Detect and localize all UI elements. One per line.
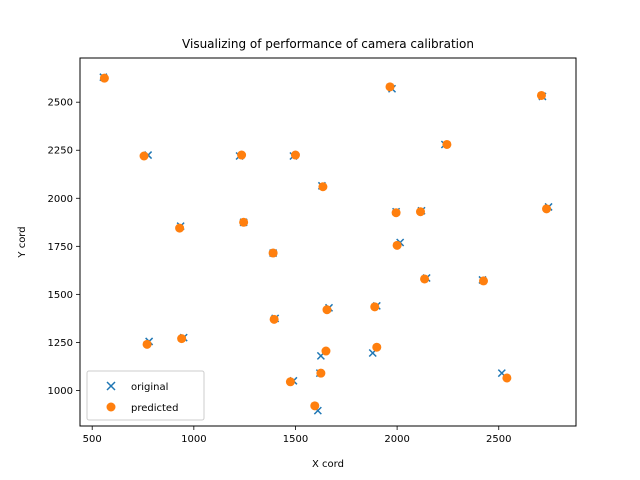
y-tick-label: 1250 [48,338,73,349]
predicted-point [322,305,332,315]
x-tick-label: 1500 [283,434,308,445]
predicted-point [392,240,402,250]
predicted-point [321,346,331,356]
y-tick-label: 2500 [48,98,73,109]
x-tick-label: 500 [83,434,102,445]
predicted-point [310,401,320,411]
legend-marker-original [106,381,116,391]
y-tick-label: 1500 [48,290,73,301]
legend-label-predicted: predicted [131,403,178,414]
predicted-point [385,82,395,92]
predicted-point [318,182,328,192]
predicted-point [442,139,452,149]
x-tick-label: 1000 [181,434,206,445]
predicted-point [372,342,382,352]
predicted-point [139,151,149,161]
chart-title: Visualizing of performance of camera cal… [182,37,474,51]
y-axis: 1000 1250 1500 1750 2000 2250 2500 [48,98,80,397]
predicted-point [239,217,249,227]
predicted-point [177,334,187,344]
legend: original predicted [86,370,205,421]
y-tick-label: 1000 [48,386,73,397]
plot-frame [79,57,577,427]
predicted-point [536,90,546,100]
predicted-point [269,314,279,324]
predicted-point [142,339,152,349]
predicted-point [268,248,278,258]
predicted-point [479,276,489,286]
x-tick-label: 2500 [486,434,511,445]
plot-area [99,73,553,415]
legend-box [86,370,205,421]
y-axis-label: Y cord [17,226,28,258]
y-tick-label: 1750 [48,242,73,253]
predicted-point [237,150,247,160]
predicted-point [99,73,109,83]
predicted-point [391,208,401,218]
predicted-point [542,204,552,214]
x-axis-label: X cord [312,459,344,470]
legend-label-original: original [131,382,168,393]
y-tick-label: 2000 [48,194,73,205]
predicted-point [316,368,326,378]
legend-marker-predicted [106,402,116,412]
predicted-point [415,207,425,217]
x-axis: 500 1000 1500 2000 2500 [83,426,511,445]
predicted-point [290,150,300,160]
predicted-point [175,223,185,233]
x-tick-label: 2000 [384,434,409,445]
predicted-point [370,302,380,312]
predicted-point [502,373,512,383]
predicted-point [420,274,430,284]
y-tick-label: 2250 [48,146,73,157]
predicted-point [285,377,295,387]
